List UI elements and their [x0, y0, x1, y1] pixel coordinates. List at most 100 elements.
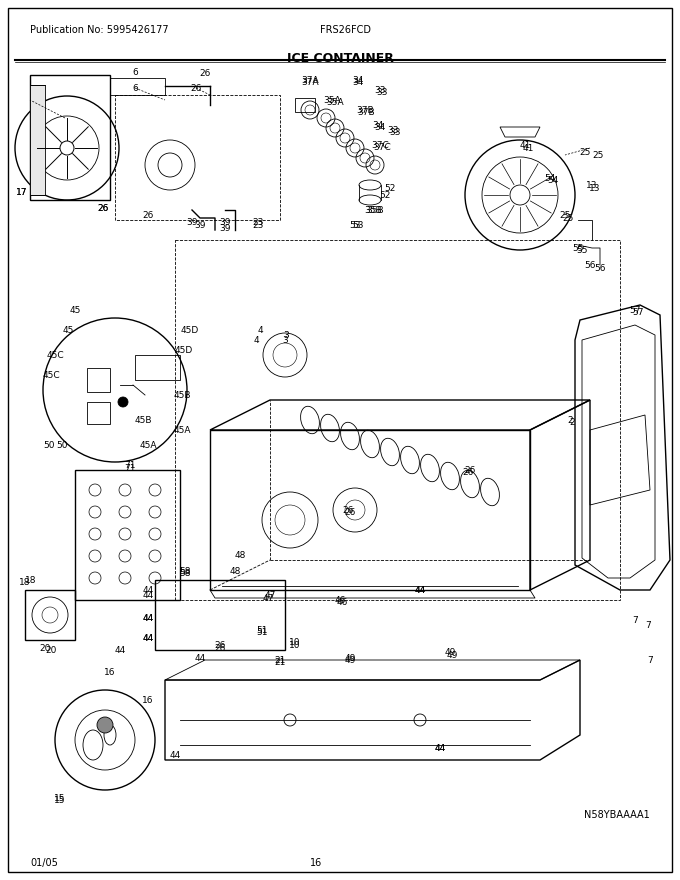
Text: 44: 44 [169, 751, 181, 759]
Text: 3: 3 [283, 331, 289, 340]
Text: 37B: 37B [357, 107, 375, 116]
Text: 45B: 45B [135, 415, 152, 424]
Text: 25: 25 [562, 214, 574, 223]
Text: 10: 10 [289, 637, 301, 647]
Text: 26: 26 [342, 505, 354, 515]
Text: 45B: 45B [173, 391, 191, 400]
Text: 52: 52 [379, 190, 391, 200]
Polygon shape [30, 85, 45, 195]
Text: Publication No: 5995426177: Publication No: 5995426177 [30, 25, 169, 35]
Text: 44: 44 [435, 744, 445, 752]
Text: 46: 46 [335, 596, 345, 605]
Text: 26: 26 [97, 203, 109, 212]
Text: 37B: 37B [356, 106, 374, 114]
Text: 15: 15 [54, 794, 66, 803]
Text: 34: 34 [352, 77, 364, 86]
Text: 58: 58 [180, 568, 191, 577]
Text: 26: 26 [142, 210, 154, 219]
Text: 56: 56 [584, 260, 596, 269]
Text: 41: 41 [520, 141, 530, 150]
Text: 15: 15 [54, 796, 66, 804]
Text: 44: 44 [142, 613, 154, 622]
Text: 23: 23 [252, 221, 264, 230]
Text: 44: 44 [194, 654, 205, 663]
Text: 26: 26 [97, 203, 109, 212]
Text: 26: 26 [199, 69, 211, 77]
Text: 2: 2 [567, 415, 573, 424]
Text: 37A: 37A [301, 77, 319, 86]
Text: 23: 23 [252, 217, 264, 226]
Text: 57: 57 [629, 305, 641, 314]
Text: 39: 39 [219, 224, 231, 232]
Text: 17: 17 [16, 187, 28, 196]
Text: 71: 71 [124, 464, 136, 473]
Text: 39: 39 [194, 221, 206, 230]
Text: 53: 53 [352, 221, 364, 230]
Text: 51: 51 [256, 627, 268, 636]
Text: 39: 39 [186, 217, 198, 226]
Text: 26: 26 [462, 467, 474, 476]
Text: 33: 33 [376, 87, 388, 97]
Text: 55: 55 [573, 244, 583, 253]
Text: 35A: 35A [323, 96, 341, 105]
Text: 45D: 45D [181, 326, 199, 334]
Text: 2: 2 [569, 417, 575, 427]
Text: 25: 25 [592, 150, 604, 159]
Text: 26: 26 [214, 641, 226, 649]
Text: 37C: 37C [373, 143, 391, 151]
Text: 33: 33 [389, 128, 401, 136]
Text: 45C: 45C [46, 350, 64, 360]
Text: 7: 7 [632, 615, 638, 625]
Text: 49: 49 [344, 654, 356, 663]
Text: 45: 45 [70, 305, 82, 314]
Text: 45C: 45C [43, 370, 61, 379]
Text: 44: 44 [114, 646, 126, 655]
Text: 26: 26 [464, 466, 476, 474]
Text: 6: 6 [132, 84, 138, 92]
Text: 34: 34 [373, 121, 384, 129]
Text: 20: 20 [39, 643, 51, 652]
Text: 47: 47 [262, 593, 273, 603]
Text: 44: 44 [414, 585, 426, 595]
Text: N58YBAAAA1: N58YBAAAA1 [584, 810, 650, 820]
Text: 25: 25 [560, 210, 571, 219]
Text: 55: 55 [576, 246, 588, 254]
Text: 16: 16 [310, 858, 322, 868]
Text: 44: 44 [435, 744, 445, 752]
Text: 49: 49 [446, 650, 458, 659]
Text: 01/05: 01/05 [30, 858, 58, 868]
Text: 26: 26 [190, 84, 202, 92]
Text: 48: 48 [229, 567, 241, 576]
Text: 4: 4 [257, 326, 262, 334]
Text: 34: 34 [352, 76, 364, 84]
Text: 21: 21 [274, 657, 286, 666]
Text: 26: 26 [214, 643, 226, 652]
Text: 54: 54 [544, 173, 556, 182]
Text: 18: 18 [19, 577, 31, 586]
Text: 56: 56 [594, 263, 606, 273]
Text: 49: 49 [444, 648, 456, 656]
Text: 37A: 37A [301, 76, 319, 84]
Text: 21: 21 [274, 656, 286, 664]
Text: 50: 50 [56, 441, 68, 450]
Text: 45: 45 [63, 326, 73, 334]
Text: 7: 7 [645, 620, 651, 629]
Text: 48: 48 [235, 551, 245, 560]
Text: 20: 20 [45, 646, 56, 655]
Text: 57: 57 [632, 307, 644, 317]
Text: 35B: 35B [364, 206, 381, 215]
Text: ICE CONTAINER: ICE CONTAINER [286, 52, 394, 65]
Text: 35B: 35B [367, 206, 384, 215]
Text: 18: 18 [25, 576, 37, 584]
Text: 6: 6 [132, 68, 138, 77]
Text: 54: 54 [547, 175, 559, 185]
Text: 35A: 35A [326, 98, 344, 106]
Text: 4: 4 [253, 335, 259, 344]
Text: 49: 49 [344, 656, 356, 664]
Text: 45A: 45A [173, 426, 191, 435]
Text: 52: 52 [384, 184, 396, 193]
Text: 34: 34 [374, 122, 386, 131]
Text: 16: 16 [104, 668, 116, 677]
Text: 58: 58 [180, 567, 191, 576]
Text: 26: 26 [344, 508, 356, 517]
